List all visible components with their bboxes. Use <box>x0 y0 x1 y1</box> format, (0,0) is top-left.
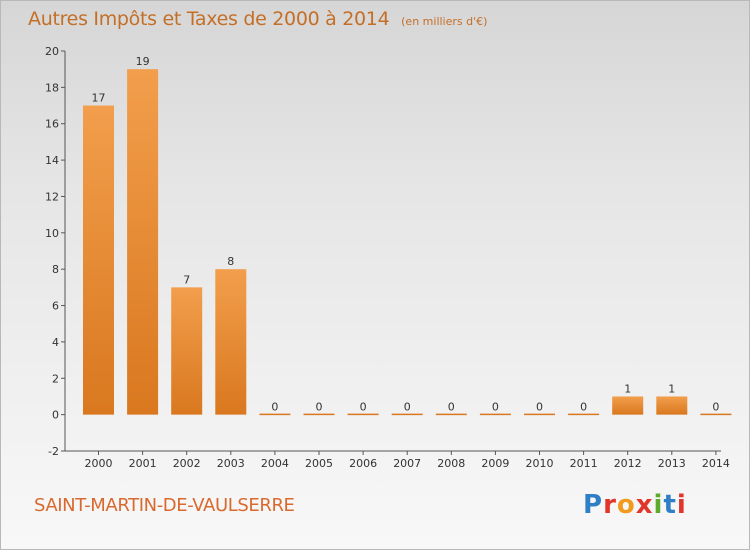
y-tick-label: 12 <box>45 190 59 203</box>
data-label: 0 <box>448 401 455 414</box>
y-tick-label: 10 <box>45 227 59 240</box>
data-label: 0 <box>271 401 278 414</box>
commune-name: SAINT-MARTIN-DE-VAULSERRE <box>34 495 295 516</box>
bar <box>435 413 467 416</box>
logo-letter: t <box>663 490 677 520</box>
x-tick-label: 2003 <box>217 457 245 470</box>
x-tick-label: 2004 <box>261 457 289 470</box>
bar <box>524 413 555 416</box>
data-label: 0 <box>712 401 719 414</box>
y-tick-label: 2 <box>52 372 59 385</box>
data-label: 0 <box>580 401 587 414</box>
y-tick-label: 0 <box>52 409 59 422</box>
x-tick-label: 2011 <box>570 457 598 470</box>
proxiti-logo: Proxiti <box>583 490 687 520</box>
bar <box>568 413 600 416</box>
data-label: 0 <box>492 401 499 414</box>
data-label: 0 <box>316 401 323 414</box>
bar <box>391 413 423 416</box>
data-label: 19 <box>136 55 150 68</box>
x-tick-label: 2008 <box>437 457 465 470</box>
y-tick-label: -2 <box>48 445 59 458</box>
x-tick-label: 2005 <box>305 457 333 470</box>
bar <box>127 69 159 415</box>
x-tick-label: 2014 <box>702 457 730 470</box>
logo-letter: o <box>616 490 636 520</box>
x-tick-label: 2007 <box>393 457 421 470</box>
x-tick-label: 2000 <box>85 457 113 470</box>
bar <box>347 413 379 416</box>
chart-subtitle: (en milliers d'€) <box>401 15 488 28</box>
bar <box>700 413 732 416</box>
x-tick-label: 2010 <box>526 457 554 470</box>
data-label: 1 <box>624 382 631 395</box>
logo-letter: x <box>635 490 654 520</box>
data-label: 1 <box>668 382 675 395</box>
data-label: 7 <box>183 273 190 286</box>
y-tick-label: 18 <box>45 81 59 94</box>
logo-letter: i <box>653 490 664 520</box>
data-label: 0 <box>404 401 411 414</box>
bar <box>259 413 291 416</box>
y-tick-label: 20 <box>45 45 59 58</box>
logo-letter: r <box>603 490 617 520</box>
bar <box>83 105 114 415</box>
x-tick-label: 2001 <box>129 457 157 470</box>
y-tick-label: 8 <box>52 263 59 276</box>
data-label: 0 <box>360 401 367 414</box>
logo-letter: P <box>583 490 604 520</box>
chart-title-text: Autres Impôts et Taxes de 2000 à 2014 <box>28 8 390 30</box>
bar <box>215 269 247 415</box>
y-tick-label: 16 <box>45 118 59 131</box>
x-tick-label: 2013 <box>658 457 686 470</box>
data-label: 8 <box>227 255 234 268</box>
x-tick-label: 2002 <box>173 457 201 470</box>
x-tick-label: 2009 <box>481 457 509 470</box>
x-tick-label: 2006 <box>349 457 377 470</box>
y-tick-label: 6 <box>52 300 59 313</box>
bar <box>479 413 511 416</box>
y-tick-label: 14 <box>45 154 59 167</box>
bar <box>656 396 688 415</box>
x-tick-label: 2012 <box>614 457 642 470</box>
logo-letter: i <box>676 490 687 520</box>
chart-title: Autres Impôts et Taxes de 2000 à 2014 (e… <box>28 8 487 30</box>
bar <box>171 287 203 415</box>
data-label: 17 <box>92 92 106 105</box>
y-tick-label: 4 <box>52 336 59 349</box>
bar <box>612 396 644 415</box>
data-label: 0 <box>536 401 543 414</box>
bar <box>303 413 335 416</box>
